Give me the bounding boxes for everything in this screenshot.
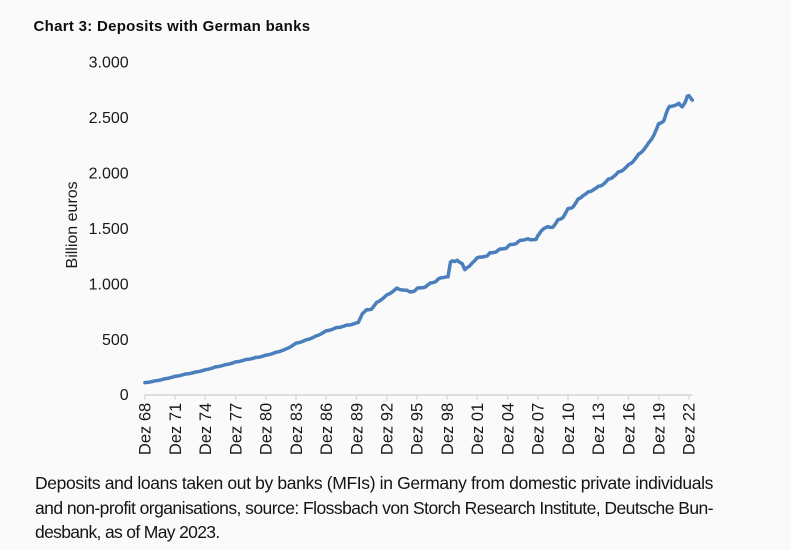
svg-text:1.500: 1.500 <box>89 221 129 238</box>
svg-text:2.000: 2.000 <box>89 165 129 182</box>
svg-text:Dez 07: Dez 07 <box>530 403 548 455</box>
svg-text:Dez 71: Dez 71 <box>167 403 185 455</box>
svg-text:Dez 22: Dez 22 <box>681 403 699 455</box>
svg-text:Dez 04: Dez 04 <box>499 403 517 455</box>
svg-text:Dez 89: Dez 89 <box>348 403 366 455</box>
svg-text:500: 500 <box>102 332 129 349</box>
svg-text:Dez 86: Dez 86 <box>318 403 336 455</box>
svg-text:Dez 77: Dez 77 <box>227 403 245 455</box>
svg-text:Dez 98: Dez 98 <box>439 403 457 455</box>
svg-text:3.000: 3.000 <box>89 55 129 72</box>
svg-text:Dez 68: Dez 68 <box>137 403 155 455</box>
svg-text:Dez 95: Dez 95 <box>409 403 427 455</box>
svg-text:Dez 16: Dez 16 <box>620 403 638 455</box>
svg-text:1.000: 1.000 <box>89 276 129 293</box>
svg-text:Dez 80: Dez 80 <box>258 403 276 455</box>
svg-text:Dez 19: Dez 19 <box>651 403 669 455</box>
svg-text:Dez 13: Dez 13 <box>590 403 608 455</box>
svg-text:Dez 83: Dez 83 <box>288 403 306 455</box>
svg-text:2.500: 2.500 <box>89 110 129 127</box>
svg-text:Dez 92: Dez 92 <box>379 403 397 455</box>
svg-text:Dez 01: Dez 01 <box>469 403 487 455</box>
svg-text:Dez 10: Dez 10 <box>560 403 578 455</box>
svg-text:0: 0 <box>120 387 129 404</box>
svg-text:Dez 74: Dez 74 <box>197 403 215 455</box>
svg-text:Billion euros: Billion euros <box>64 181 81 268</box>
